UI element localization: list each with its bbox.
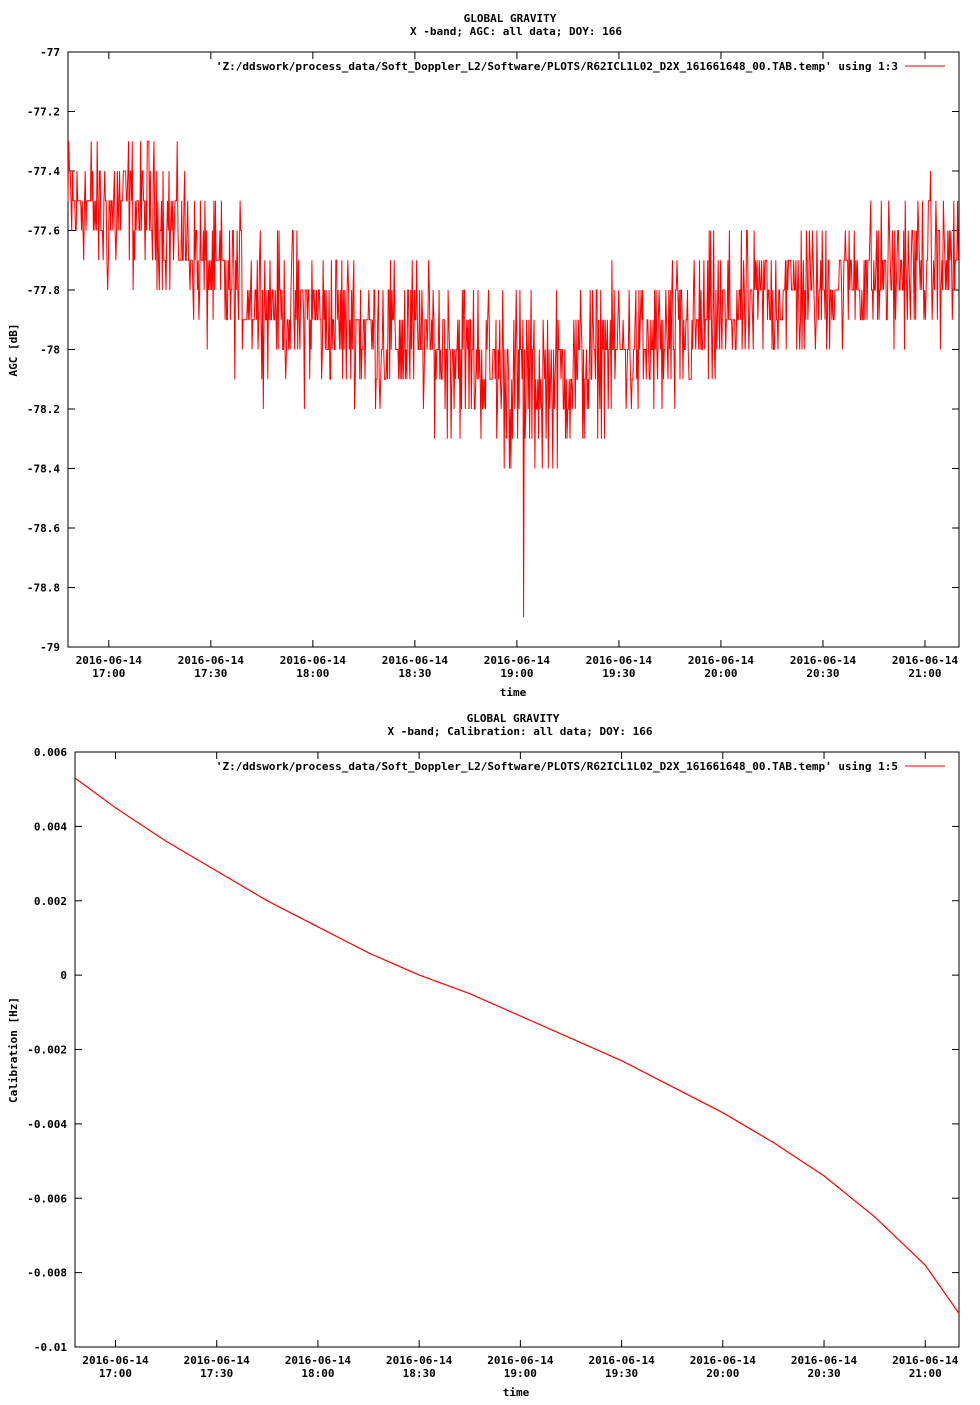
calibration-chart-subtitle: X -band; Calibration: all data; DOY: 166 (388, 725, 653, 738)
agc-y-tick-label: -78.8 (27, 582, 60, 595)
agc-x-tick-time: 20:00 (704, 667, 737, 680)
cal-y-tick-label: -0.008 (27, 1267, 67, 1280)
cal-y-tick-label: -0.002 (27, 1044, 67, 1057)
cal-y-tick-label: -0.006 (27, 1192, 67, 1205)
agc-x-tick-time: 20:30 (806, 667, 839, 680)
cal-x-tick-date: 2016-06-14 (184, 1354, 251, 1367)
agc-x-tick-date: 2016-06-14 (484, 654, 551, 667)
agc-x-tick-date: 2016-06-14 (178, 654, 245, 667)
agc-chart-subtitle: X -band; AGC: all data; DOY: 166 (410, 25, 622, 38)
cal-x-tick-time: 18:00 (301, 1367, 334, 1380)
agc-x-tick-time: 21:00 (908, 667, 941, 680)
agc-x-tick-time: 17:00 (92, 667, 125, 680)
agc-y-tick-label: -77.4 (27, 165, 60, 178)
cal-x-tick-time: 19:30 (605, 1367, 638, 1380)
cal-x-tick-time: 20:30 (807, 1367, 840, 1380)
cal-x-tick-date: 2016-06-14 (285, 1354, 352, 1367)
agc-y-tick-label: -78.2 (27, 403, 60, 416)
calibration-legend-label: 'Z:/ddswork/process_data/Soft_Doppler_L2… (216, 760, 898, 773)
calibration-x-axis-label: time (503, 1386, 530, 1399)
agc-y-tick-label: -77.6 (27, 225, 60, 238)
cal-x-tick-date: 2016-06-14 (588, 1354, 655, 1367)
cal-x-tick-date: 2016-06-14 (791, 1354, 858, 1367)
agc-x-tick-time: 19:00 (500, 667, 533, 680)
agc-x-tick-time: 17:30 (194, 667, 227, 680)
agc-x-tick-date: 2016-06-14 (76, 654, 143, 667)
agc-series-line (67, 140, 959, 618)
agc-x-tick-date: 2016-06-14 (280, 654, 347, 667)
cal-x-tick-time: 17:00 (99, 1367, 132, 1380)
agc-x-tick-time: 19:30 (602, 667, 635, 680)
agc-x-tick-time: 18:00 (296, 667, 329, 680)
agc-y-tick-label: -78.4 (27, 463, 60, 476)
agc-x-tick-date: 2016-06-14 (892, 654, 959, 667)
calibration-chart: GLOBAL GRAVITY X -band; Calibration: all… (7, 712, 960, 1399)
agc-y-tick-label: -78 (40, 344, 60, 357)
cal-x-tick-time: 19:00 (504, 1367, 537, 1380)
agc-x-tick-time: 18:30 (398, 667, 431, 680)
agc-x-tick-date: 2016-06-14 (688, 654, 755, 667)
calibration-y-axis-label: Calibration [Hz] (7, 997, 20, 1103)
agc-y-tick-label: -79 (40, 641, 60, 654)
agc-y-axis-label: AGC [dB] (7, 324, 20, 377)
agc-x-tick-date: 2016-06-14 (382, 654, 449, 667)
calibration-x-axis: 2016-06-1417:002016-06-1417:302016-06-14… (82, 752, 959, 1380)
agc-y-tick-label: -77 (40, 46, 60, 59)
cal-y-tick-label: -0.004 (27, 1118, 67, 1131)
calibration-series (74, 777, 960, 1314)
agc-y-tick-label: -77.2 (27, 106, 60, 119)
calibration-y-axis: 0.006 0.004 0.002 0 -0.002 -0.004 -0.006 -0.008… (27, 746, 959, 1354)
calibration-chart-title: GLOBAL GRAVITY (467, 712, 560, 725)
cal-x-tick-time: 20:00 (706, 1367, 739, 1380)
agc-x-axis: 2016-06-1417:002016-06-1417:302016-06-14… (76, 52, 959, 680)
cal-y-tick-label: -0.01 (34, 1341, 67, 1354)
agc-chart: GLOBAL GRAVITY X -band; AGC: all data; D… (7, 12, 960, 699)
cal-y-tick-label: 0.006 (34, 746, 67, 759)
cal-x-tick-date: 2016-06-14 (487, 1354, 554, 1367)
cal-x-tick-date: 2016-06-14 (690, 1354, 757, 1367)
cal-x-tick-date: 2016-06-14 (892, 1354, 959, 1367)
agc-y-tick-label: -78.6 (27, 522, 60, 535)
cal-x-tick-date: 2016-06-14 (386, 1354, 453, 1367)
cal-x-tick-time: 17:30 (200, 1367, 233, 1380)
agc-y-tick-label: -77.8 (27, 284, 60, 297)
agc-series (67, 140, 959, 618)
cal-x-tick-date: 2016-06-14 (82, 1354, 149, 1367)
calibration-plot-frame (74, 751, 960, 1348)
agc-legend-label: 'Z:/ddswork/process_data/Soft_Doppler_L2… (216, 60, 898, 73)
agc-x-axis-label: time (500, 686, 527, 699)
cal-series-line (74, 777, 960, 1314)
agc-x-tick-date: 2016-06-14 (790, 654, 857, 667)
cal-x-tick-time: 21:00 (909, 1367, 942, 1380)
agc-chart-title: GLOBAL GRAVITY (464, 12, 557, 25)
agc-x-tick-date: 2016-06-14 (586, 654, 653, 667)
cal-y-tick-label: 0.002 (34, 895, 67, 908)
cal-y-tick-label: 0.004 (34, 820, 67, 833)
cal-y-tick-label: 0 (60, 969, 67, 982)
cal-x-tick-time: 18:30 (403, 1367, 436, 1380)
agc-y-axis: -77 -77.2 -77.4 -77.6 -77.8 -78 -78.2 -78.4 -78.… (27, 46, 959, 654)
